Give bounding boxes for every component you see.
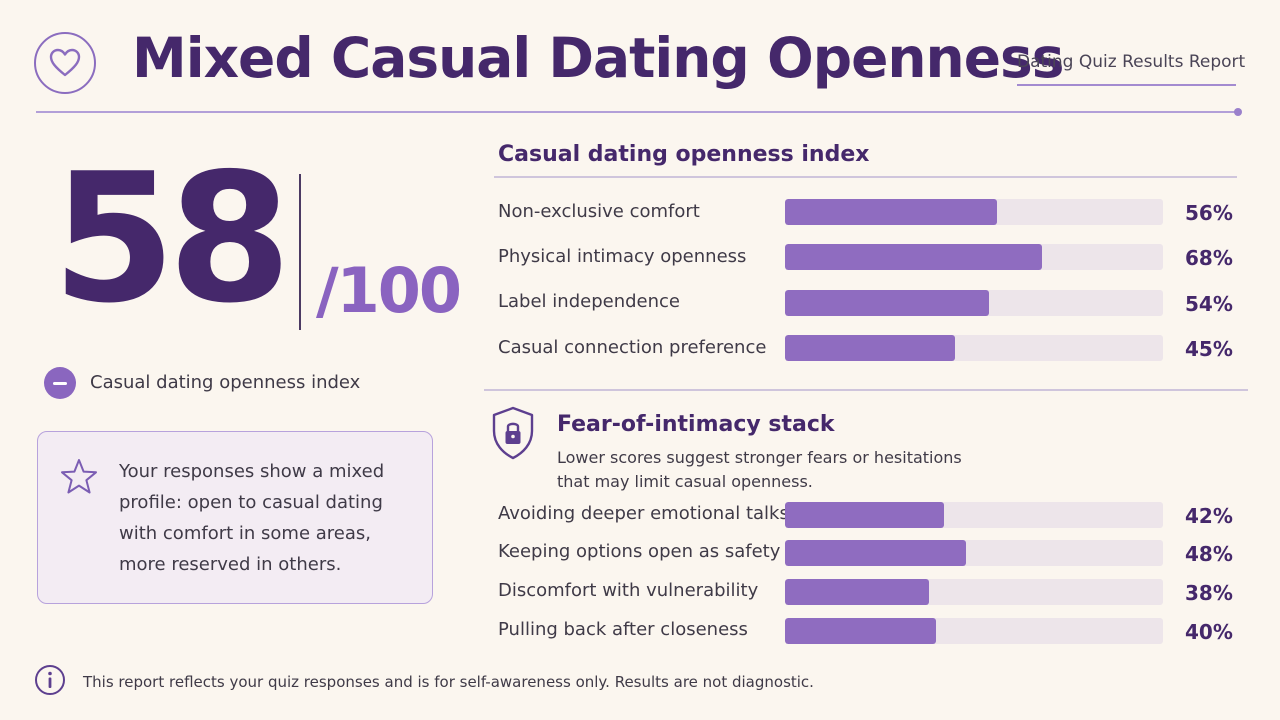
report-label-underline [1017,84,1236,86]
score-caption: Casual dating openness index [90,372,361,393]
fear-bar-fill-2 [785,540,967,566]
heart-icon [49,48,81,77]
openness-bar-fill-2 [785,244,1043,270]
fear-value-4: 40% [1185,620,1233,644]
info-icon [35,665,65,695]
openness-bar-track-2 [785,244,1163,270]
section-divider [484,389,1248,391]
fear-bar-track-2 [785,540,1163,566]
fear-bar-track-1 [785,502,1163,528]
openness-label-4: Casual connection preference [498,337,767,358]
logo-badge [34,32,96,94]
openness-bar-track-3 [785,290,1163,316]
report-label: Dating Quiz Results Report [1017,52,1246,72]
summary-text: Your responses show a mixed profile: ope… [119,461,385,575]
score-value: 58 [52,135,292,342]
openness-value-1: 56% [1185,201,1233,225]
fear-label-3: Discomfort with vulnerability [498,580,759,601]
fear-label-2: Keeping options open as safety [498,541,781,562]
openness-label-3: Label independence [498,291,680,312]
star-icon [61,459,97,494]
openness-section-rule [494,176,1237,178]
fear-bar-fill-4 [785,618,937,644]
summary-card: Your responses show a mixed profile: ope… [37,431,433,604]
openness-value-3: 54% [1185,292,1233,316]
footer-disclaimer: This report reflects your quiz responses… [83,673,814,691]
header-divider-dot [1234,108,1242,116]
shield-lock-icon [492,406,534,460]
score-divider [299,174,301,330]
fear-value-2: 48% [1185,542,1233,566]
fear-value-3: 38% [1185,581,1233,605]
fear-section-title: Fear-of-intimacy stack [557,412,835,437]
header-divider [36,111,1237,113]
fear-bar-track-4 [785,618,1163,644]
openness-value-2: 68% [1185,246,1233,270]
fear-bar-track-3 [785,579,1163,605]
openness-bar-track-1 [785,199,1163,225]
fear-bar-fill-3 [785,579,929,605]
page-title: Mixed Casual Dating Openness [132,26,1064,90]
openness-bar-fill-4 [785,335,956,361]
openness-value-4: 45% [1185,337,1233,361]
minus-circle-icon [44,367,76,399]
fear-section-subtitle: Lower scores suggest stronger fears or h… [557,448,962,491]
fear-label-1: Avoiding deeper emotional talks [498,503,789,524]
fear-value-1: 42% [1185,504,1233,528]
fear-bar-fill-1 [785,502,944,528]
score-max: /100 [316,254,462,327]
openness-bar-fill-1 [785,199,997,225]
openness-section-title: Casual dating openness index [498,142,870,167]
openness-label-1: Non-exclusive comfort [498,201,700,222]
openness-bar-track-4 [785,335,1163,361]
openness-bar-fill-3 [785,290,990,316]
openness-label-2: Physical intimacy openness [498,246,747,267]
fear-label-4: Pulling back after closeness [498,619,748,640]
